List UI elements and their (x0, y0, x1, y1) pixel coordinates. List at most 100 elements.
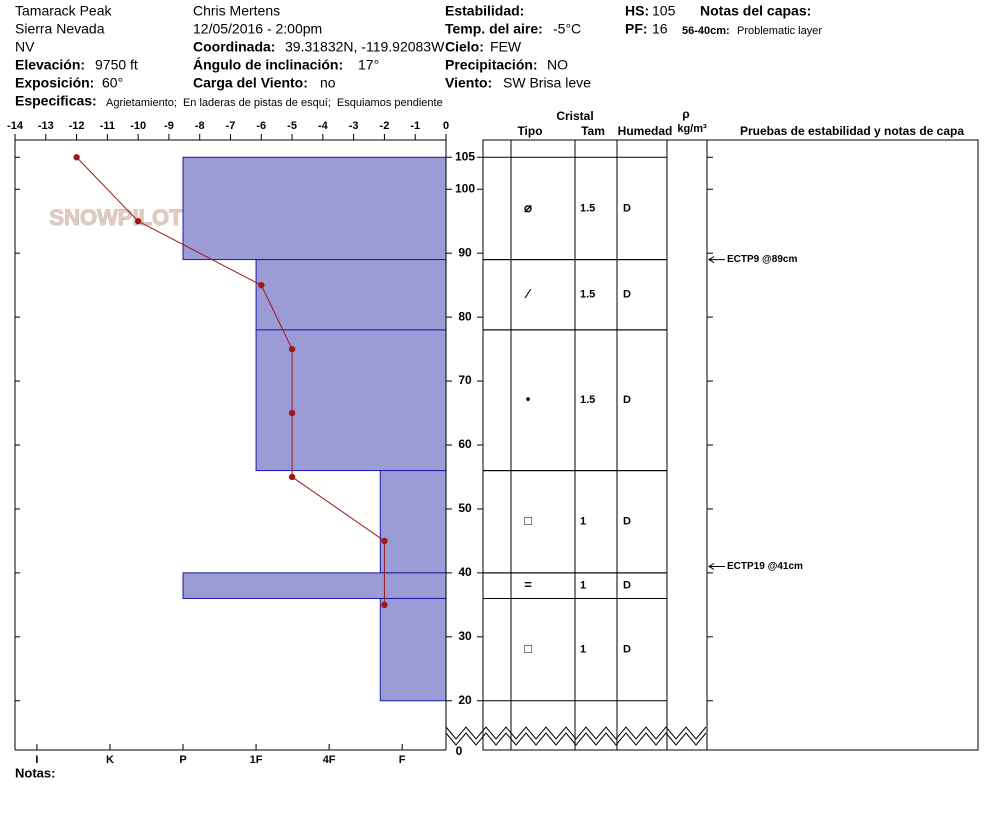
hardness-bar (379, 470, 447, 574)
x-tick-label: -14 (7, 120, 24, 132)
moisture: D (623, 644, 631, 656)
temperature-point (381, 537, 388, 545)
x-tick-label: -10 (130, 120, 146, 132)
temperature-point (288, 345, 296, 353)
grain-size: 1 (580, 644, 586, 656)
column-header: kg/m³ (677, 123, 707, 135)
moisture: D (623, 580, 631, 592)
x-tick-label: -4 (318, 120, 329, 132)
grain-type: ⁄ (524, 286, 532, 301)
value: -5°C (553, 21, 581, 37)
y-tick-label: 90 (458, 245, 472, 259)
x-tick-label: -5 (287, 120, 297, 132)
value: FEW (490, 39, 522, 55)
value: 9750 ft (95, 57, 138, 73)
axis-break (445, 726, 707, 740)
moisture: D (623, 202, 631, 214)
test-arrow (708, 563, 725, 570)
item: En laderas de pistas de esquí; (183, 97, 331, 109)
x-tick-label: -3 (349, 120, 359, 132)
grain-type: ⌀ (524, 200, 532, 215)
grain-type: □ (524, 641, 532, 656)
column-header: Tam (581, 124, 605, 138)
label: Carga del Viento: (193, 75, 308, 91)
moisture: D (623, 394, 631, 406)
grain-size: 1 (580, 580, 586, 592)
hardness-tick-label: F (399, 754, 406, 766)
hardness-bar (182, 572, 447, 599)
column-header: Tipo (517, 124, 542, 138)
temperature-line (76, 156, 385, 605)
y-tick-label: 60 (458, 437, 472, 451)
label: Temp. del aire: (445, 21, 543, 37)
y-tick-label: 20 (458, 693, 472, 707)
state: NV (15, 39, 35, 55)
label: PF: (625, 21, 648, 37)
value: 39.31832N, -119.92083W (285, 39, 445, 55)
grain-size: 1.5 (580, 289, 595, 301)
x-tick-label: 0 (443, 120, 449, 132)
site: Tamarack Peak (15, 3, 112, 19)
datetime: 12/05/2016 - 2:00pm (193, 21, 322, 37)
column-header: Humedad (618, 124, 673, 138)
x-tick-label: -9 (164, 120, 174, 132)
grain-type: = (524, 577, 532, 592)
temperature-point (73, 154, 80, 161)
label: Viento: (445, 75, 492, 91)
temperature-point (288, 473, 296, 481)
grain-size: 1.5 (580, 394, 595, 406)
temperature-point (288, 409, 296, 417)
observer: Chris Mertens (193, 3, 280, 19)
hardness-bar (182, 156, 447, 261)
value: 105 (652, 3, 676, 19)
hardness-bar (379, 597, 447, 702)
label: Coordinada: (193, 39, 275, 55)
test-label: ECTP9 @89cm (727, 254, 797, 265)
y-tick-label: 70 (458, 373, 472, 387)
axis-break-label: 0 (456, 744, 463, 758)
x-tick-label: -11 (100, 120, 115, 132)
hardness-tick-label: I (35, 754, 38, 766)
label: HS: (625, 3, 649, 19)
label: 56-40cm: (682, 25, 730, 37)
range: Sierra Nevada (15, 21, 105, 37)
y-tick-label: 50 (458, 501, 472, 515)
column-header: Pruebas de estabilidad y notas de capa (740, 124, 964, 138)
hardness-bar (255, 259, 447, 331)
value: Problematic layer (737, 25, 822, 37)
item: Esquiamos pendiente (337, 97, 443, 109)
x-tick-label: -1 (410, 120, 420, 132)
axis-break (445, 732, 707, 746)
specifics: Agrietamiento; En laderas de pistas de es… (106, 97, 443, 109)
hardness-tick-label: 4F (323, 754, 336, 766)
value: no (320, 75, 336, 91)
label: Cielo: (445, 39, 484, 55)
value: 17° (358, 57, 379, 73)
hardness-tick-label: P (179, 754, 186, 766)
temperature-point (134, 218, 142, 225)
logo: SNOWPILOT (49, 205, 183, 230)
test-label: ECTP19 @41cm (727, 561, 803, 572)
header: Tamarack Peak Sierra Nevada NV Elevación… (15, 3, 822, 109)
y-tick-label: 30 (458, 629, 472, 643)
x-tick-label: -2 (380, 120, 390, 132)
column-header: ρ (682, 107, 689, 121)
y-tick-label: 100 (455, 181, 475, 195)
grain-size: 1 (580, 516, 586, 528)
table-frame (482, 139, 979, 751)
label: Exposición: (15, 75, 94, 91)
value: 60° (102, 75, 123, 91)
test-arrow (708, 256, 725, 263)
item: Agrietamiento; (106, 97, 177, 109)
x-tick-label: -12 (69, 120, 85, 132)
value: 16 (652, 21, 668, 37)
value: SW Brisa leve (503, 75, 591, 91)
grain-type: □ (524, 513, 532, 528)
hardness-bar (255, 329, 447, 472)
moisture: D (623, 289, 631, 301)
value: NO (547, 57, 568, 73)
moisture: D (623, 516, 631, 528)
y-tick-label: 80 (458, 309, 472, 323)
label: Precipitación: (445, 57, 538, 73)
